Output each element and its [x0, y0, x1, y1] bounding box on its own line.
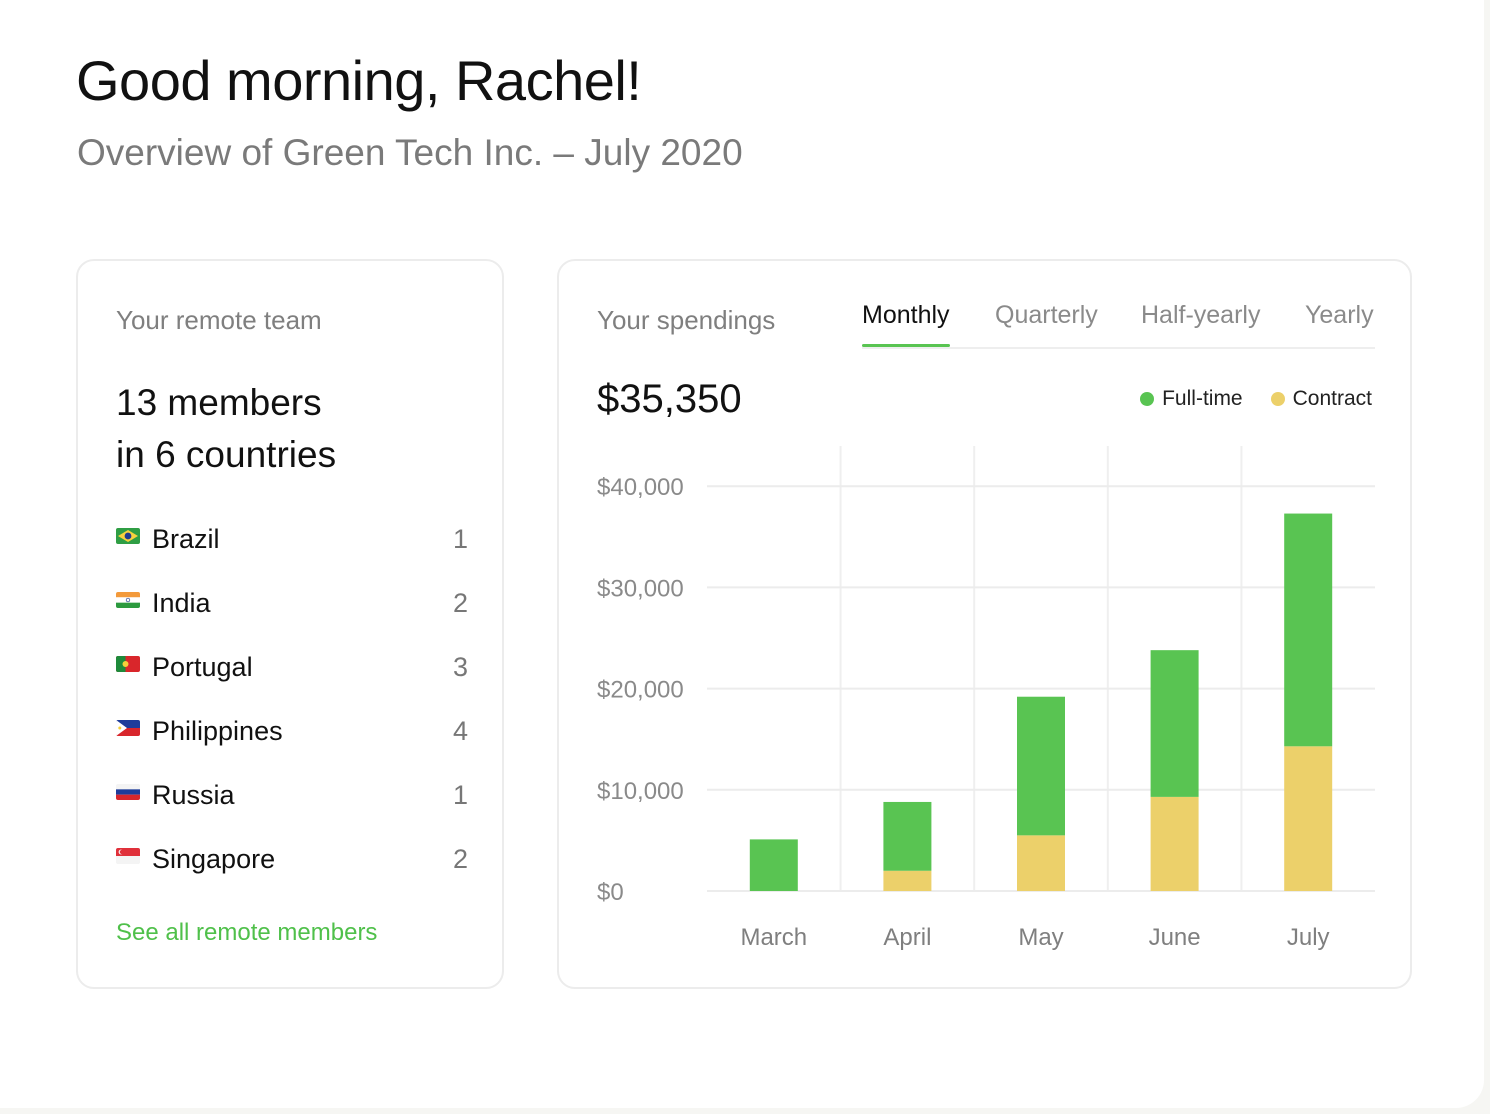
brazil-flag-icon — [116, 528, 140, 544]
chart-legend: Full-time Contract — [1140, 387, 1372, 411]
country-row-brazil: Brazil 1 — [116, 519, 468, 583]
x-tick-label: June — [1149, 924, 1201, 951]
tab-half-yearly[interactable]: Half-yearly — [1141, 301, 1261, 329]
country-count: 1 — [452, 524, 468, 554]
bar-full-time-march — [749, 839, 798, 891]
bar-full-time-may — [1017, 696, 1065, 836]
y-tick-label: $10,000 — [597, 778, 684, 805]
tab-quarterly[interactable]: Quarterly — [995, 301, 1098, 329]
bar-full-time-april — [883, 801, 932, 871]
bar-contract-may — [1017, 835, 1065, 891]
country-name: Brazil — [152, 524, 220, 554]
members-count: 13 members — [116, 382, 322, 423]
country-row-india: India 2 — [116, 583, 468, 647]
spendings-label: Your spendings — [597, 305, 776, 335]
tab-yearly[interactable]: Yearly — [1305, 301, 1374, 329]
philippines-flag-icon — [116, 720, 140, 736]
x-tick-label: May — [1018, 924, 1063, 951]
page-title: Good morning, Rachel! — [76, 49, 642, 112]
country-list: Brazil 1 India 2 Portugal 3 — [116, 519, 468, 903]
y-tick-label: $40,000 — [597, 474, 684, 501]
spendings-chart: $0 $10,000 $20,000 $30,000 $40,000 March April… — [597, 446, 1375, 951]
y-tick-label: $0 — [597, 879, 624, 906]
legend-contract-label: Contract — [1292, 387, 1372, 410]
bar-contract-june — [1150, 796, 1199, 891]
country-count: 1 — [452, 780, 468, 810]
remote-team-card: Your remote team 13 members in 6 countri… — [76, 259, 504, 989]
x-tick-label: March — [740, 924, 807, 951]
bar-full-time-july — [1284, 513, 1333, 747]
tab-monthly[interactable]: Monthly — [862, 301, 950, 347]
team-summary: 13 members in 6 countries — [116, 377, 476, 481]
contract-dot-icon — [1270, 392, 1285, 406]
country-count: 2 — [452, 844, 468, 874]
india-flag-icon — [116, 592, 140, 608]
russia-flag-icon — [116, 784, 140, 800]
country-count: 3 — [452, 652, 468, 682]
portugal-flag-icon — [116, 656, 140, 672]
country-name: Philippines — [152, 716, 283, 746]
x-tick-label: July — [1287, 924, 1330, 951]
y-tick-label: $30,000 — [597, 575, 684, 602]
country-count: 2 — [452, 588, 468, 618]
y-tick-label: $20,000 — [597, 677, 684, 704]
fulltime-dot-icon — [1140, 392, 1155, 406]
see-all-members-link[interactable]: See all remote members — [116, 919, 378, 946]
bar-full-time-june — [1150, 650, 1199, 797]
countries-count: in 6 countries — [116, 434, 337, 475]
remote-team-label: Your remote team — [116, 305, 322, 335]
legend-contract: Contract — [1270, 387, 1372, 411]
singapore-flag-icon — [116, 848, 140, 864]
country-name: Portugal — [152, 652, 253, 682]
x-tick-label: April — [883, 924, 931, 951]
legend-fulltime-label: Full-time — [1162, 387, 1243, 410]
page-subtitle: Overview of Green Tech Inc. – July 2020 — [77, 132, 743, 173]
country-row-portugal: Portugal 3 — [116, 647, 468, 711]
legend-fulltime: Full-time — [1140, 387, 1243, 411]
country-row-philippines: Philippines 4 — [116, 711, 468, 775]
country-name: Singapore — [152, 844, 276, 874]
period-tabs: Monthly Quarterly Half-yearly Yearly — [862, 299, 1375, 349]
country-name: Russia — [152, 780, 235, 810]
total-spending: $35,350 — [597, 377, 742, 421]
country-row-russia: Russia 1 — [116, 775, 468, 839]
country-count: 4 — [452, 716, 468, 746]
country-name: India — [152, 588, 211, 618]
spendings-card: $0 $10,000 $20,000 $30,000 $40,000 March April… — [557, 259, 1412, 989]
country-row-singapore: Singapore 2 — [116, 839, 468, 903]
bar-contract-july — [1284, 746, 1333, 891]
bar-contract-april — [883, 870, 932, 891]
